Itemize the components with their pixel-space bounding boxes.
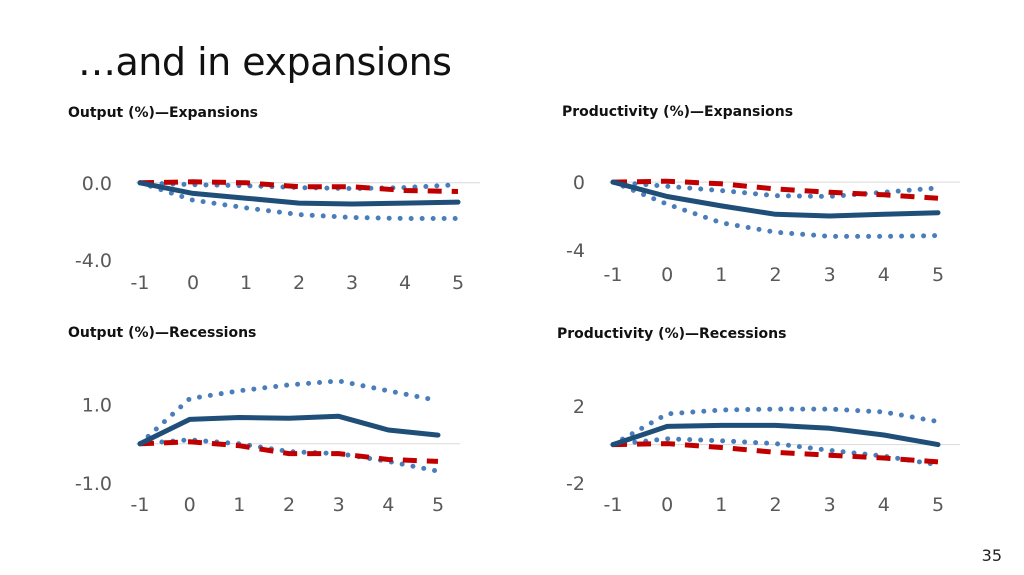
series-line-upper-band (137, 180, 461, 192)
y-tick-label: -4.0 (75, 250, 112, 272)
y-tick-label: -1.0 (75, 473, 112, 495)
x-tick-label: 0 (661, 494, 673, 516)
x-tick-label: 1 (233, 494, 245, 516)
y-tick-label: -4 (566, 240, 585, 262)
x-tick-label: 5 (932, 264, 944, 286)
x-tick-label: 0 (661, 264, 673, 286)
series-line-lower-band (610, 179, 941, 239)
chart-productivity-expansions: 0 -4 -1 0 1 2 3 4 5 (566, 172, 960, 286)
x-tick-label: 5 (452, 272, 464, 294)
x-tick-label: 3 (824, 264, 836, 286)
x-tick-label: 0 (187, 272, 199, 294)
series-line-comparison (139, 439, 439, 464)
series-line-lower-band (610, 436, 941, 468)
x-tick-label: -1 (604, 494, 623, 516)
x-tick-label: 2 (293, 272, 305, 294)
x-tick-label: 2 (283, 494, 295, 516)
x-tick-label: 1 (715, 494, 727, 516)
x-tick-label: 4 (382, 494, 394, 516)
x-tick-label: 4 (878, 264, 890, 286)
x-tick-label: 1 (240, 272, 252, 294)
x-tick-label: 4 (878, 494, 890, 516)
series-line-comparison (612, 178, 939, 201)
y-tick-label: 0.0 (82, 173, 112, 195)
chart-output-expansions: 0.0 -4.0 -1 0 1 2 3 4 5 (75, 173, 480, 294)
x-tick-label: -1 (131, 494, 150, 516)
slide-title: …and in expansions (78, 40, 452, 84)
x-tick-label: 2 (769, 494, 781, 516)
series-line-upper-band (610, 179, 941, 199)
y-tick-label: 0 (573, 172, 585, 194)
x-tick-label: 3 (346, 272, 358, 294)
chart-title-productivity-expansions: Productivity (%)—Expansions (562, 104, 794, 120)
series-line-estimate (137, 180, 461, 207)
x-tick-label: 0 (184, 494, 196, 516)
series-line-lower-band (137, 180, 461, 221)
chart-productivity-recessions: 2 -2 -1 0 1 2 3 4 5 (566, 396, 960, 516)
x-tick-label: 3 (824, 494, 836, 516)
series-line-estimate (137, 413, 441, 447)
series-line-upper-band (137, 378, 441, 447)
series-line-comparison (612, 441, 939, 465)
x-tick-label: -1 (604, 264, 623, 286)
series-line-estimate (610, 422, 941, 448)
page-number: 35 (981, 546, 1002, 565)
y-tick-label: 1.0 (82, 395, 112, 417)
x-tick-label: 1 (715, 264, 727, 286)
chart-title-output-recessions: Output (%)—Recessions (68, 325, 257, 341)
x-tick-label: 3 (333, 494, 345, 516)
chart-title-output-expansions: Output (%)—Expansions (68, 105, 259, 121)
x-tick-label: 2 (769, 264, 781, 286)
series-line-comparison (139, 179, 459, 194)
x-tick-label: -1 (131, 272, 150, 294)
y-tick-label: 2 (573, 396, 585, 418)
chart-output-recessions: 1.0 -1.0 -1 0 1 2 3 4 5 (75, 378, 460, 516)
x-tick-label: 5 (432, 494, 444, 516)
chart-title-productivity-recessions: Productivity (%)—Recessions (557, 326, 787, 342)
series-line-estimate (610, 179, 941, 219)
x-tick-label: 5 (932, 494, 944, 516)
x-tick-label: 4 (399, 272, 411, 294)
y-tick-label: -2 (566, 473, 585, 495)
